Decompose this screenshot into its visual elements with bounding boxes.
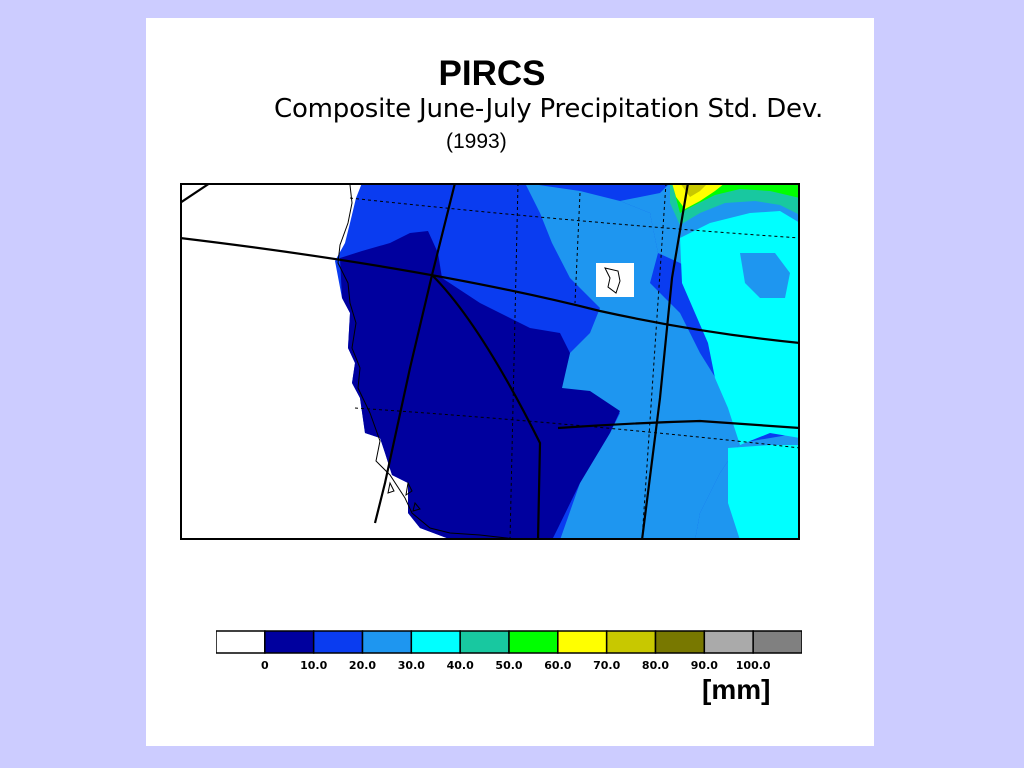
region-dark-blue	[340, 231, 620, 540]
region-cyan-south	[728, 445, 800, 540]
legend-swatch	[605, 630, 657, 654]
legend-swatch	[752, 630, 803, 654]
legend-swatch	[654, 630, 706, 654]
island-3	[412, 501, 421, 512]
region-mid-blue	[525, 183, 740, 540]
page-title: PIRCS	[438, 54, 546, 93]
legend-tick-label: 40.0	[446, 659, 474, 672]
legend-labels: 0 10.0 20.0 30.0 40.0 50.0 60.0 70.0 80.0 90.0 100…	[216, 659, 816, 675]
legend-swatch	[703, 630, 754, 654]
legend-tick-label: 50.0	[495, 659, 523, 672]
legend-swatch	[459, 630, 510, 654]
slide: PIRCS Composite June-July Precipitation …	[146, 18, 874, 746]
legend-tick-label: 20.0	[348, 659, 377, 672]
region-blue-patch-1	[740, 253, 790, 298]
legend-swatch	[361, 630, 413, 654]
map-frame	[180, 183, 800, 540]
legend-colorbar	[215, 630, 803, 654]
precipitation-map	[180, 183, 800, 540]
legend-tick-label: 90.0	[690, 659, 718, 672]
lake-outline	[604, 267, 621, 294]
legend-tick-label: 30.0	[397, 659, 425, 672]
legend-tick-label: 0	[261, 659, 269, 672]
legend-tick-label: 60.0	[544, 659, 572, 672]
legend-swatch	[264, 630, 315, 654]
legend-swatch	[508, 630, 559, 654]
island-1	[405, 481, 413, 497]
legend-tick-label: 70.0	[593, 659, 621, 672]
legend-tick-label: 100.0	[735, 659, 771, 672]
coastline	[337, 184, 516, 540]
borders	[180, 183, 800, 540]
region-white-lake	[596, 263, 634, 297]
legend-tick-label: 80.0	[641, 659, 670, 672]
legend-swatch	[312, 630, 364, 654]
legend-swatch	[215, 630, 266, 654]
map-subtitle: Composite June-July Precipitation Std. D…	[274, 94, 824, 124]
island-2	[387, 481, 395, 494]
legend-swatch	[410, 630, 461, 654]
map-year: (1993)	[446, 130, 507, 153]
legend-swatch	[557, 630, 608, 654]
legend-tick-label: 10.0	[300, 659, 328, 672]
graticule	[349, 183, 800, 540]
legend-unit: [mm]	[702, 674, 771, 705]
